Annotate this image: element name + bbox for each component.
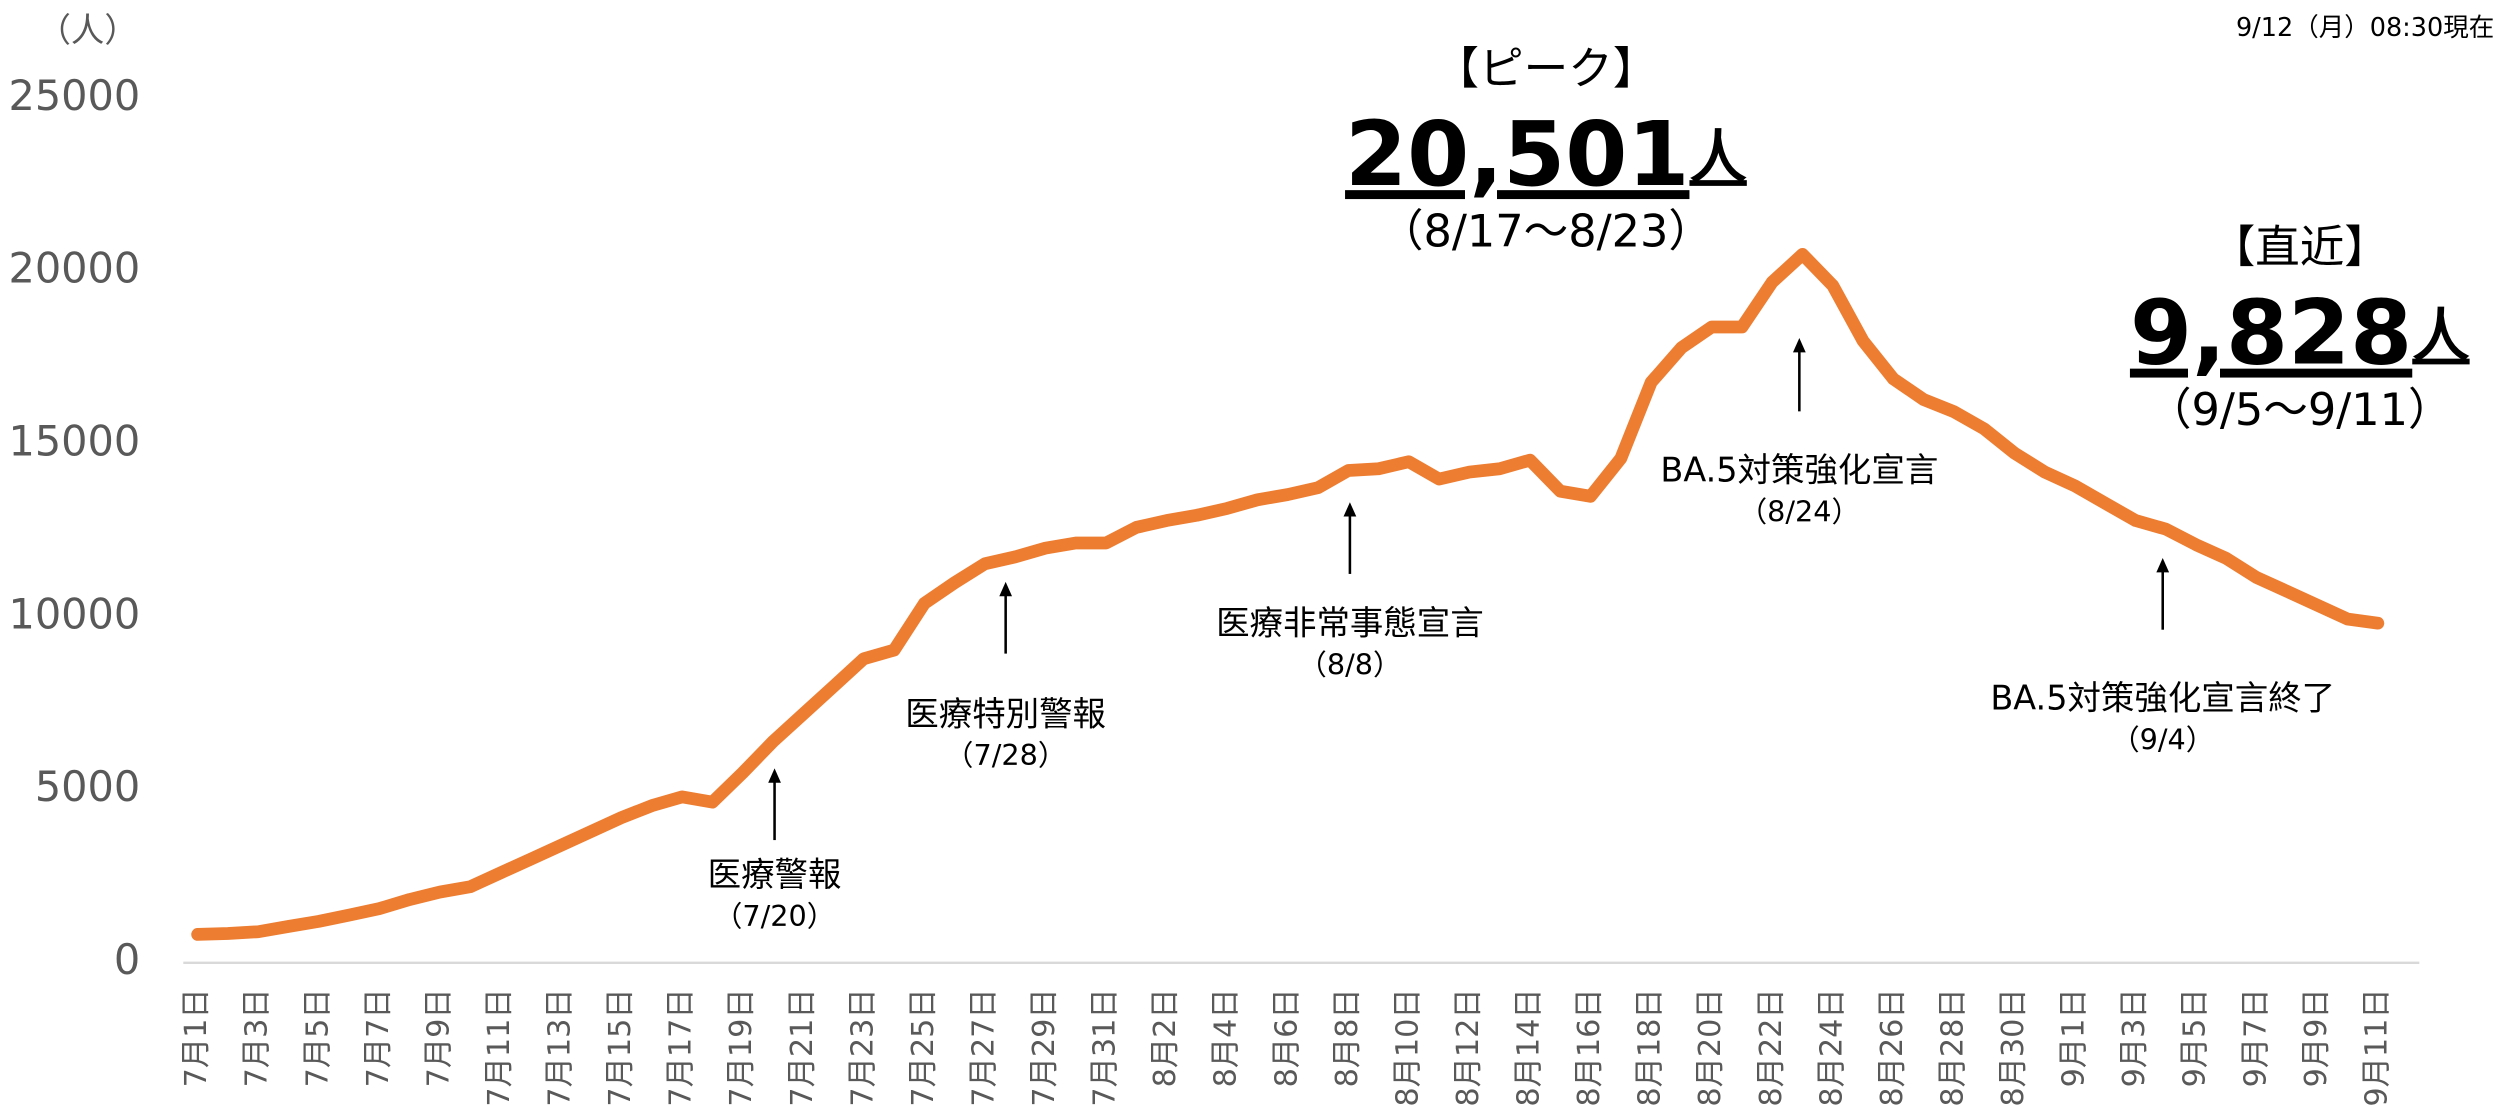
y-tick-label: 15000: [8, 418, 140, 466]
annotation-text: 医療特別警報: [905, 694, 1106, 733]
annotation-date: （8/8）: [1298, 647, 1402, 681]
x-tick-label: 9月5日: [2178, 988, 2213, 1087]
y-tick-label: 20000: [8, 245, 140, 293]
annotation-date: （7/28）: [945, 738, 1067, 772]
x-tick-label: 8月4日: [1209, 988, 1244, 1087]
timestamp: 9/12（月）08:30現在: [2236, 13, 2494, 43]
x-tick-label: 7月31日: [1088, 988, 1123, 1106]
x-tick-label: 8月18日: [1633, 988, 1668, 1106]
annotation-date: （9/4）: [2111, 722, 2215, 756]
callout-value: 20,501人: [1345, 104, 1747, 208]
x-tick-label: 7月1日: [179, 988, 214, 1087]
callout-number: 20,501: [1345, 104, 1689, 208]
x-tick-label: 7月27日: [966, 988, 1001, 1106]
x-tick-label: 8月12日: [1451, 988, 1486, 1106]
x-tick-label: 7月13日: [543, 988, 578, 1106]
y-unit-label: （人）: [37, 11, 137, 50]
arrow-head: [1792, 338, 1806, 353]
x-tick-label: 8月26日: [1875, 988, 1910, 1106]
annotation-text: 医療警報: [708, 855, 842, 894]
callout-value: 9,828人: [2130, 282, 2470, 386]
callout-period: （9/5～9/11）: [2147, 384, 2453, 436]
y-tick-label: 25000: [8, 72, 140, 120]
x-tick-label: 8月30日: [1996, 988, 2031, 1106]
data-line: [191, 248, 2385, 941]
callout-number: 9,828: [2130, 282, 2412, 386]
annotation-date: （7/20）: [714, 899, 836, 933]
callout-label: 【直近】: [2211, 221, 2389, 273]
x-tick-label: 8月20日: [1693, 988, 1728, 1106]
x-tick-label: 7月19日: [724, 988, 759, 1106]
x-tick-label: 8月24日: [1814, 988, 1849, 1106]
x-tick-label: 7月25日: [906, 988, 941, 1106]
x-tick-label: 8月28日: [1935, 988, 1970, 1106]
x-tick-label: 9月11日: [2359, 988, 2394, 1106]
annotation-date: （8/24）: [1738, 494, 1860, 528]
arrow-head: [2156, 557, 2170, 573]
x-tick-label: 8月14日: [1512, 988, 1547, 1106]
x-tick-label: 7月29日: [1027, 988, 1062, 1106]
arrow-head: [999, 581, 1013, 597]
x-tick-label: 9月7日: [2238, 988, 2273, 1087]
callout-unit: 人: [1689, 124, 1747, 191]
callout-unit: 人: [2412, 302, 2470, 369]
annotation-text: BA.5対策強化宣言終了: [1990, 678, 2335, 717]
y-tick-label: 10000: [8, 590, 140, 638]
annotation-text: BA.5対策強化宣言: [1660, 450, 1938, 489]
x-tick-label: 8月8日: [1330, 988, 1365, 1087]
x-tick-label: 7月17日: [664, 988, 699, 1106]
y-tick-label: 0: [114, 936, 140, 984]
x-tick-label: 8月6日: [1269, 988, 1304, 1087]
x-tick-label: 8月16日: [1572, 988, 1607, 1106]
x-tick-label: 7月21日: [785, 988, 820, 1106]
x-tick-label: 7月5日: [300, 988, 335, 1087]
arrow-head: [1343, 502, 1357, 517]
x-tick-label: 7月15日: [603, 988, 638, 1106]
x-tick-label: 7月11日: [482, 988, 517, 1106]
x-tick-label: 7月3日: [240, 988, 275, 1087]
callout-label: 【ピーク】: [1434, 43, 1657, 95]
callout-period: （8/17～8/23）: [1379, 205, 1713, 257]
x-tick-label: 7月9日: [421, 988, 456, 1087]
x-tick-label: 9月9日: [2299, 988, 2334, 1087]
annotation-text: 医療非常事態宣言: [1216, 603, 1484, 642]
x-tick-label: 9月1日: [2057, 988, 2092, 1087]
x-tick-label: 7月7日: [361, 988, 396, 1087]
y-tick-label: 5000: [35, 763, 140, 811]
x-tick-label: 7月23日: [845, 988, 880, 1106]
x-tick-label: 9月3日: [2117, 988, 2152, 1087]
x-tick-label: 8月10日: [1390, 988, 1425, 1106]
x-tick-label: 8月2日: [1148, 988, 1183, 1087]
arrow-head: [768, 768, 781, 783]
x-tick-label: 8月22日: [1754, 988, 1789, 1106]
